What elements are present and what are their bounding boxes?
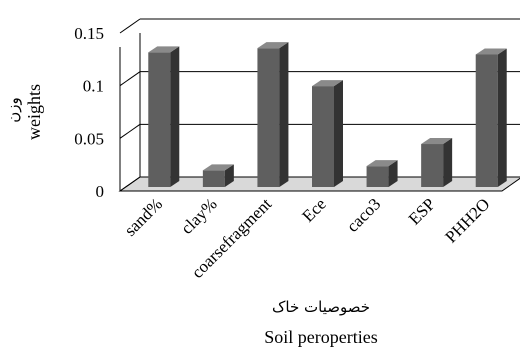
bar-clay <box>202 164 234 187</box>
gridline-depth <box>119 18 141 34</box>
x-axis-title: Soil peroperties <box>264 327 377 347</box>
bar-side <box>170 46 180 188</box>
bar-front <box>366 166 389 187</box>
bar-sand <box>148 46 180 188</box>
x-tick-label: clay% <box>177 194 220 237</box>
gridline-depth <box>119 176 141 192</box>
bar-side <box>224 164 234 187</box>
bar-phh2o <box>475 48 507 187</box>
bar-side <box>334 80 343 187</box>
y-tick-label: 0.05 <box>74 129 104 148</box>
y-tick-label: 0.1 <box>83 77 104 96</box>
bar-top <box>312 80 343 87</box>
x-axis-title-persian: خصوصیات خاک <box>272 298 370 316</box>
x-tick-label: Ece <box>298 194 329 225</box>
gridline-depth <box>119 71 141 87</box>
bar-caco3 <box>366 160 398 187</box>
bars <box>148 42 507 188</box>
x-tick-labels: sand% clay%coarsefragment Ece caco3 ESP PHH2O <box>121 194 494 282</box>
bar-front <box>475 54 498 187</box>
bar-front <box>312 86 334 187</box>
bar-front <box>257 48 280 187</box>
y-tick-label: 0.15 <box>74 24 104 43</box>
bar-top <box>475 48 507 55</box>
x-tick-label: caco3 <box>343 194 384 235</box>
bar-front <box>148 52 171 188</box>
bar-top <box>257 42 289 49</box>
bar-front <box>202 170 225 187</box>
x-tick-label: PHH2O <box>441 194 493 246</box>
gridline-depth <box>119 123 141 139</box>
x-tick-label: sand% <box>121 194 166 239</box>
bar-coarsefragment <box>257 42 289 187</box>
bar-side <box>388 160 398 187</box>
bar-front <box>421 144 444 187</box>
y-tick-label: 0 <box>96 182 105 201</box>
y-axis-title-persian: وزن <box>4 97 22 123</box>
bar-top <box>421 138 453 145</box>
y-axis-title: weights <box>24 84 44 140</box>
x-tick-label: ESP <box>405 194 439 228</box>
bar-top <box>148 46 180 53</box>
bar-side <box>279 42 289 187</box>
bar-side <box>443 138 453 187</box>
bar-esp <box>421 138 453 187</box>
bar-side <box>497 48 507 187</box>
y-tick-labels: 0 0.05 0.1 0.15 <box>74 24 104 201</box>
bar-ece <box>312 80 343 187</box>
bar-top <box>366 160 398 167</box>
bar-top <box>202 164 234 171</box>
